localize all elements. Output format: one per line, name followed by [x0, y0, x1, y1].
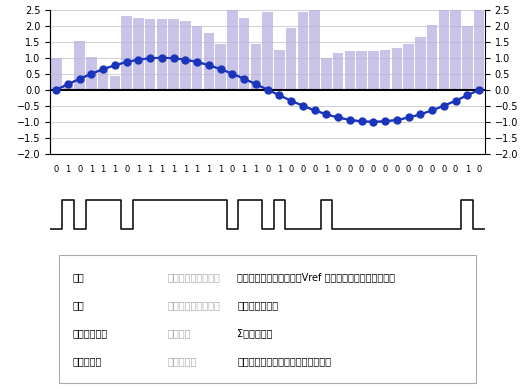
Bar [380, 51, 391, 90]
Text: 1: 1 [206, 165, 211, 174]
Text: 0: 0 [453, 165, 458, 174]
Bar [157, 19, 167, 90]
Text: 青丸: 青丸 [72, 300, 84, 310]
Bar [450, 0, 461, 90]
Text: 0: 0 [359, 165, 364, 174]
Bar [51, 58, 61, 90]
Bar [227, 0, 237, 90]
Text: Σ回路の出力: Σ回路の出力 [237, 328, 273, 338]
Bar [145, 19, 155, 90]
Text: 0: 0 [394, 165, 400, 174]
Bar [427, 25, 437, 90]
Text: 0: 0 [429, 165, 435, 174]
Text: 0: 0 [288, 165, 294, 174]
Bar [368, 51, 378, 90]
Text: 1: 1 [324, 165, 329, 174]
Bar [286, 28, 296, 90]
Bar [356, 51, 367, 90]
Text: ・・・・・・・・・: ・・・・・・・・・ [167, 272, 220, 282]
Text: 1: 1 [136, 165, 141, 174]
Text: 1: 1 [65, 165, 70, 174]
Bar [274, 49, 285, 90]
Text: 1: 1 [218, 165, 223, 174]
Text: 量子化回路の出力（数値とグラフ）: 量子化回路の出力（数値とグラフ） [237, 356, 331, 366]
Bar [415, 37, 426, 90]
Text: 0: 0 [406, 165, 411, 174]
Text: 0: 0 [418, 165, 423, 174]
Bar [251, 44, 261, 90]
Bar [121, 16, 132, 90]
Bar [74, 41, 85, 90]
Text: 0: 0 [371, 165, 376, 174]
Bar [321, 58, 332, 90]
Bar [344, 51, 355, 90]
Text: デジタル値: デジタル値 [72, 356, 101, 366]
Text: 青線: 青線 [72, 272, 84, 282]
Text: 0: 0 [441, 165, 446, 174]
Text: 0: 0 [383, 165, 388, 174]
Text: ・・・・・: ・・・・・ [167, 356, 197, 366]
Text: 紫色棒グラフ: 紫色棒グラフ [72, 328, 108, 338]
Bar [98, 69, 109, 90]
Text: ・・・・・・・・・: ・・・・・・・・・ [167, 300, 220, 310]
Bar [310, 1, 320, 90]
Text: 0: 0 [347, 165, 352, 174]
Bar [333, 53, 343, 90]
Bar [192, 26, 202, 90]
Bar [215, 44, 226, 90]
Text: 0: 0 [301, 165, 305, 174]
Bar [392, 49, 402, 90]
Bar [239, 18, 250, 90]
Bar [403, 44, 414, 90]
Bar [298, 12, 308, 90]
Text: 1: 1 [253, 165, 259, 174]
Bar [63, 84, 73, 90]
Text: 1: 1 [160, 165, 164, 174]
Bar [86, 57, 97, 90]
Bar [110, 76, 120, 90]
Text: サンプリング値: サンプリング値 [237, 300, 278, 310]
Text: ・・・・: ・・・・ [167, 328, 191, 338]
Text: 1: 1 [195, 165, 200, 174]
Text: 0: 0 [476, 165, 482, 174]
Text: 1: 1 [147, 165, 153, 174]
Bar [262, 12, 273, 90]
Text: 1: 1 [101, 165, 106, 174]
Bar [474, 0, 484, 90]
Bar [462, 26, 473, 90]
Bar [438, 9, 449, 90]
Bar [204, 33, 214, 90]
Text: 1: 1 [277, 165, 282, 174]
Bar [169, 19, 179, 90]
Text: 0: 0 [312, 165, 317, 174]
Text: 0: 0 [54, 165, 59, 174]
Text: 1: 1 [89, 165, 94, 174]
Text: 1: 1 [171, 165, 176, 174]
Text: アナログ入力信号（縦軸Vref を掛けると電圧値になる）: アナログ入力信号（縦軸Vref を掛けると電圧値になる） [237, 272, 395, 282]
Bar [133, 18, 144, 90]
Text: 0: 0 [335, 165, 341, 174]
Text: 1: 1 [465, 165, 470, 174]
Text: 0: 0 [77, 165, 82, 174]
Text: 1: 1 [183, 165, 188, 174]
Text: 0: 0 [124, 165, 129, 174]
Bar [180, 21, 191, 90]
Text: 0: 0 [265, 165, 270, 174]
Text: 1: 1 [112, 165, 118, 174]
Text: 0: 0 [230, 165, 235, 174]
FancyBboxPatch shape [59, 254, 476, 384]
Text: 1: 1 [242, 165, 247, 174]
